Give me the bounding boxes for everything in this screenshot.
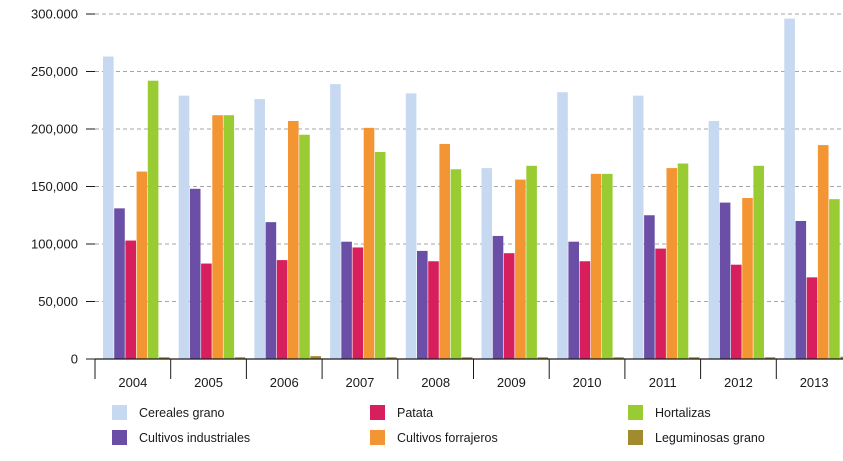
y-tick-label: 200,000: [31, 122, 78, 137]
x-tick-label: 2012: [724, 375, 753, 390]
y-tick-label: 300.000: [31, 7, 78, 22]
bar: [590, 173, 602, 359]
bar: [439, 143, 450, 359]
x-tick-label: 2007: [345, 375, 374, 390]
bar: [526, 165, 537, 359]
bar: [515, 179, 526, 359]
y-axis-tick-labels: 0 50,000 100,000 150,000 200,000 250,000 300.0…: [31, 7, 78, 367]
bar: [114, 208, 125, 359]
y-tick-label: 50,000: [38, 294, 78, 309]
bar: [103, 56, 114, 360]
y-tick-label: 0: [71, 352, 78, 367]
bar: [341, 241, 352, 359]
bar: [613, 357, 624, 359]
bar: [557, 92, 568, 359]
x-tick-label: 2008: [421, 375, 450, 390]
bar: [299, 134, 310, 359]
bar: [806, 277, 818, 359]
bar: [602, 173, 613, 359]
bar: [829, 199, 840, 359]
bar: [492, 235, 504, 359]
bar: [405, 93, 417, 359]
bar: [655, 248, 666, 359]
bar: [178, 95, 190, 360]
bar: [363, 127, 375, 359]
bar: [450, 169, 462, 359]
bar: [147, 80, 159, 359]
bar: [688, 357, 700, 359]
bar: [666, 168, 678, 359]
bar: [234, 357, 246, 359]
bar: [159, 357, 170, 359]
bar: [254, 99, 265, 359]
bar: [276, 260, 288, 359]
bar: [817, 145, 829, 359]
bar: [125, 240, 136, 359]
bar: [840, 356, 843, 359]
x-axis-tick-labels: 2004 2005 2006 2007 2008 2009 2010 2011 2012 2013: [118, 375, 828, 390]
x-tick-label: 2009: [497, 375, 526, 390]
bar: [352, 247, 364, 359]
bar: [719, 202, 731, 359]
x-tick-label: 2005: [194, 375, 223, 390]
bar: [201, 263, 212, 359]
bar: [644, 215, 655, 359]
bar: [265, 222, 277, 359]
bar: [568, 241, 579, 359]
bar: [481, 168, 493, 359]
bar: [784, 18, 795, 359]
bar: [330, 84, 341, 360]
bar: [288, 120, 299, 359]
bar: [386, 357, 397, 359]
x-axis: [86, 13, 843, 379]
bar: [136, 171, 148, 359]
bar: [503, 253, 515, 359]
bar: [708, 120, 720, 359]
bar: [742, 198, 753, 359]
bar: [223, 115, 235, 359]
bar: [310, 356, 321, 359]
x-tick-label: 2011: [649, 375, 677, 390]
x-tick-label: 2013: [800, 375, 829, 390]
x-tick-label: 2010: [573, 375, 602, 390]
bar: [428, 261, 439, 359]
bar: [579, 261, 591, 359]
y-tick-label: 250,000: [31, 64, 78, 79]
bar: [764, 357, 776, 359]
bar: [537, 357, 549, 359]
bar: [753, 165, 764, 359]
x-tick-label: 2004: [118, 375, 147, 390]
bar: [417, 250, 428, 359]
bar: [461, 357, 473, 359]
bars: [103, 18, 843, 360]
y-tick-label: 100,000: [31, 237, 78, 252]
bar: [795, 221, 807, 359]
bar: [731, 264, 742, 359]
x-tick-label: 2006: [270, 375, 299, 390]
bar: [677, 163, 689, 359]
bar: [374, 152, 386, 359]
bar: [189, 188, 201, 359]
bar: [212, 115, 223, 359]
bar: [632, 95, 644, 360]
grid-lines: [95, 13, 843, 302]
y-tick-label: 150,000: [31, 179, 78, 194]
